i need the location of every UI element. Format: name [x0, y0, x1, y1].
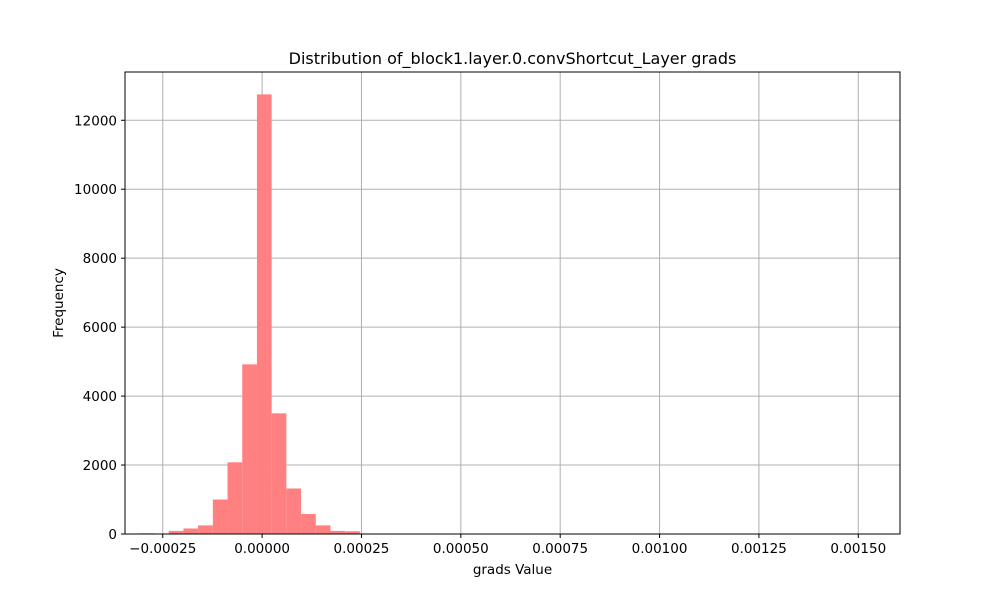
histogram-bar	[330, 530, 346, 534]
grid	[125, 72, 900, 535]
y-axis-label: Frequency	[51, 268, 67, 338]
y-tick-label: 12000	[74, 113, 117, 129]
x-tick-label: 0.00025	[334, 541, 390, 557]
x-tick-label: −0.00025	[129, 541, 196, 557]
histogram-bar	[227, 462, 243, 534]
histogram-bar	[198, 525, 213, 534]
y-tick-label: 10000	[74, 182, 117, 198]
chart-title: Distribution of_block1.layer.0.convShort…	[289, 49, 737, 69]
x-tick-label: 0.00075	[532, 541, 588, 557]
x-tick-label: 0.00050	[433, 541, 489, 557]
y-tick-label: 8000	[83, 251, 117, 267]
histogram-bar	[242, 364, 257, 534]
y-tick-label: 2000	[83, 458, 117, 474]
x-axis-label: grads Value	[473, 562, 552, 578]
x-tick-label: 0.00000	[234, 541, 290, 557]
y-axis-ticks: 0 2000 4000 6000 8000 10000 12000	[74, 113, 125, 543]
y-tick-label: 4000	[83, 389, 117, 405]
histogram-bar	[168, 530, 184, 534]
x-tick-label: 0.00100	[632, 541, 688, 557]
histogram-bar	[271, 413, 287, 534]
histogram-bar	[212, 499, 228, 534]
plot-frame	[124, 71, 901, 535]
histogram-bar	[256, 94, 272, 534]
histogram-bar	[183, 528, 199, 534]
histogram-bar	[315, 525, 331, 534]
histogram-bars	[139, 94, 522, 534]
y-tick-label: 6000	[83, 320, 117, 336]
histogram-bar	[345, 531, 360, 534]
histogram-bar	[286, 488, 302, 534]
x-tick-label: 0.00150	[830, 541, 886, 557]
x-tick-label: 0.00125	[731, 541, 787, 557]
histogram-bar	[301, 514, 316, 534]
y-tick-label: 0	[108, 527, 117, 543]
x-axis-ticks: −0.00025 0.00000 0.00025 0.00050 0.00075 0.00…	[129, 534, 886, 557]
